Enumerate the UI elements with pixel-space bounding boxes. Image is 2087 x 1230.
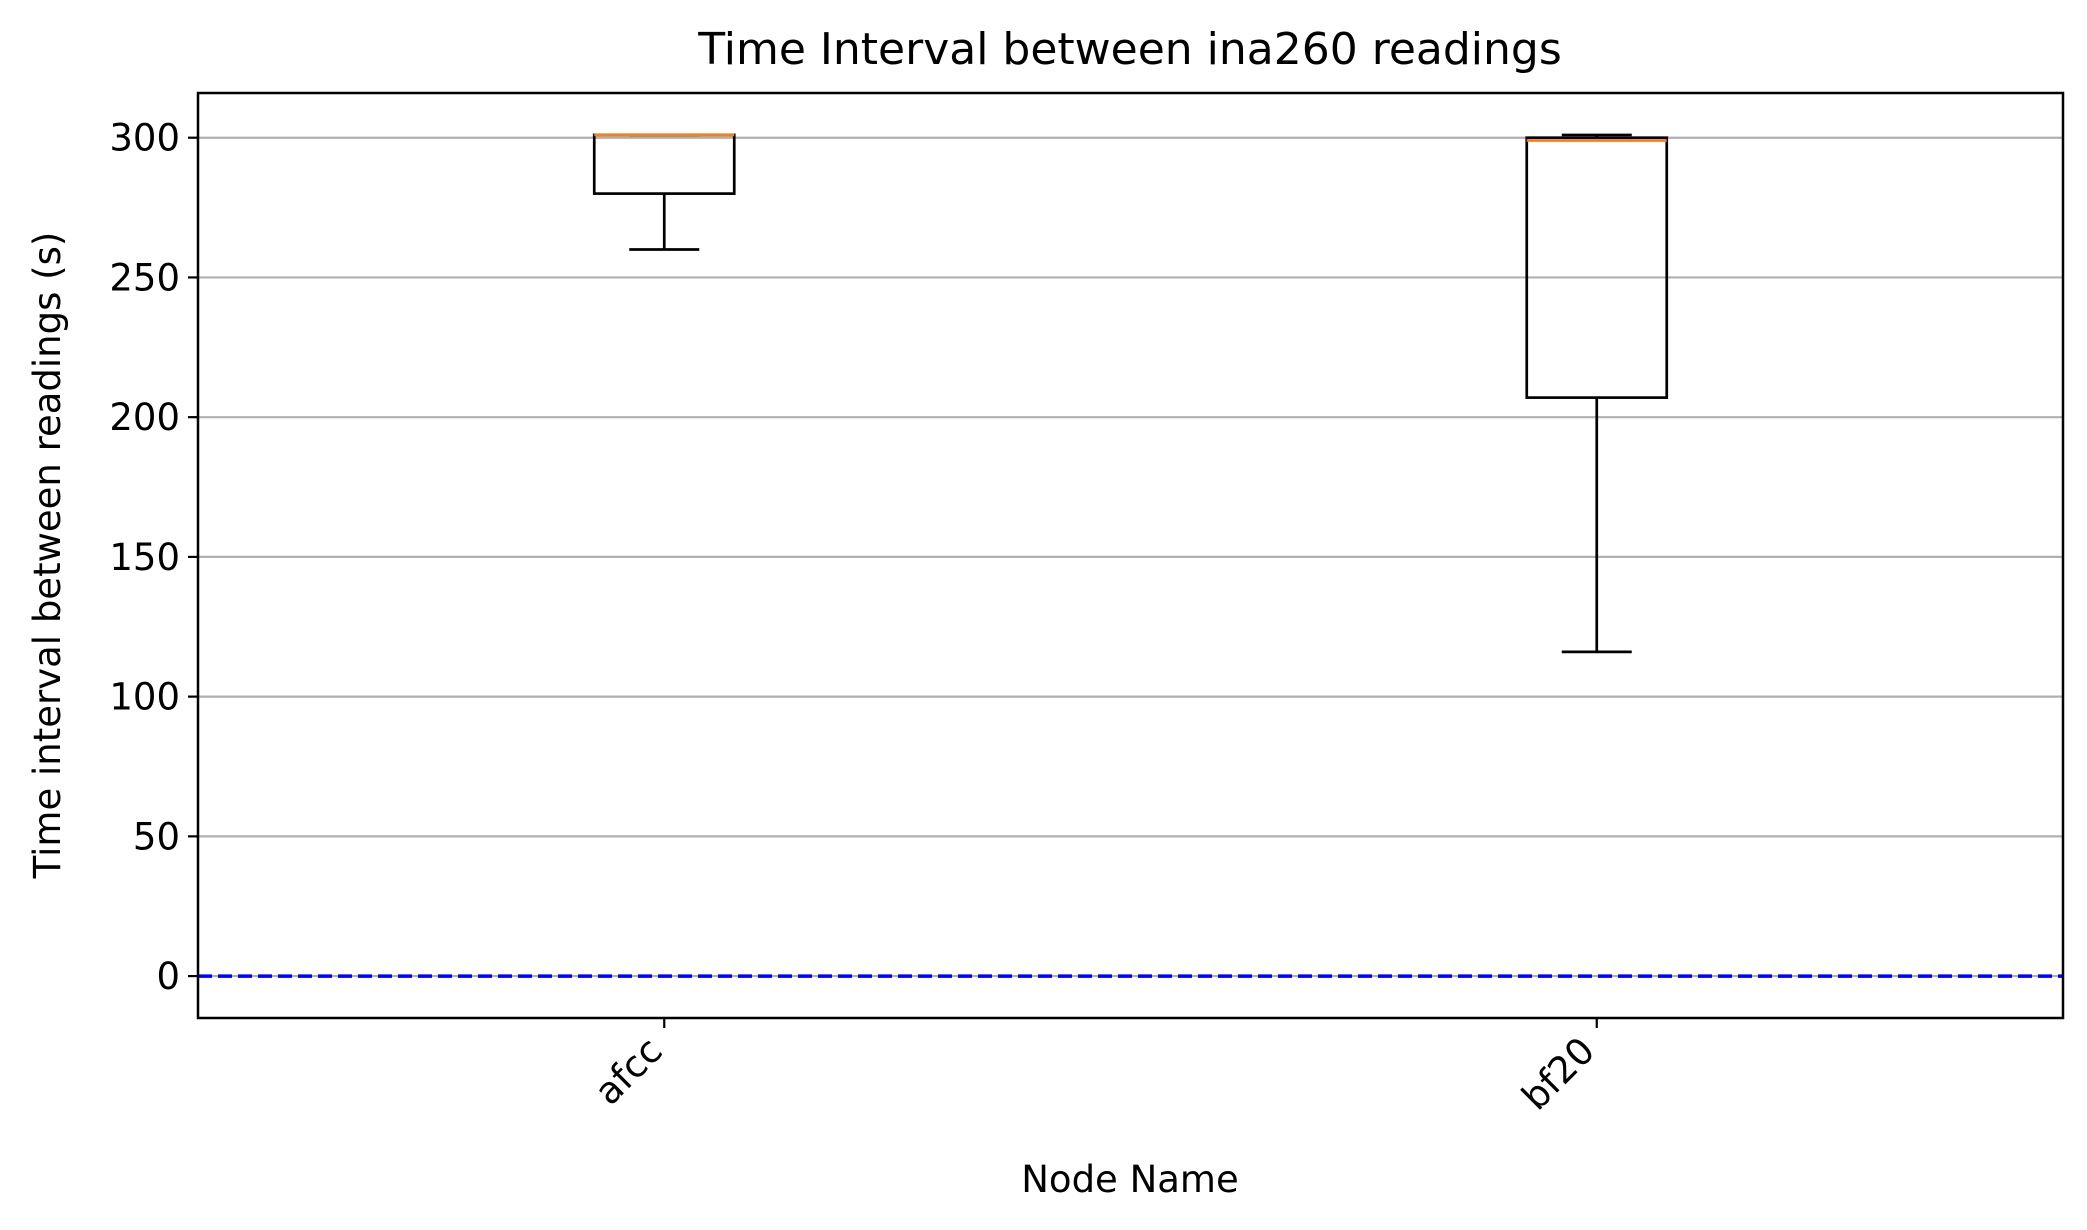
box-body [1525,136,1669,399]
box-afcc [592,133,736,251]
y-tick-label-150: 150 [109,536,180,579]
y-tick-label-100: 100 [109,676,180,719]
y-tick-label-250: 250 [109,256,180,299]
box-body [592,133,736,195]
y-tick-label-200: 200 [109,396,180,439]
plot-frame [196,91,2065,1020]
box-plots [592,133,1669,654]
y-tick-label-0: 0 [156,955,180,998]
x-tick-label-bf20: bf20 [1514,1029,1604,1119]
y-axis-label: Time interval between readings (s) [26,232,69,880]
x-tick-label-afcc: afcc [586,1029,670,1113]
y-tick-label-50: 50 [133,815,180,858]
y-axis-ticks: 0 50 100 150 200 250 300 [109,117,198,998]
x-axis-label: Node Name [1021,1158,1238,1201]
y-tick-label-300: 300 [109,117,180,160]
chart-title: Time Interval between ina260 readings [697,24,1562,75]
x-axis-ticks: afcc bf20 [586,1018,1603,1118]
box-bf20 [1525,133,1669,654]
grid-lines [198,136,2063,978]
